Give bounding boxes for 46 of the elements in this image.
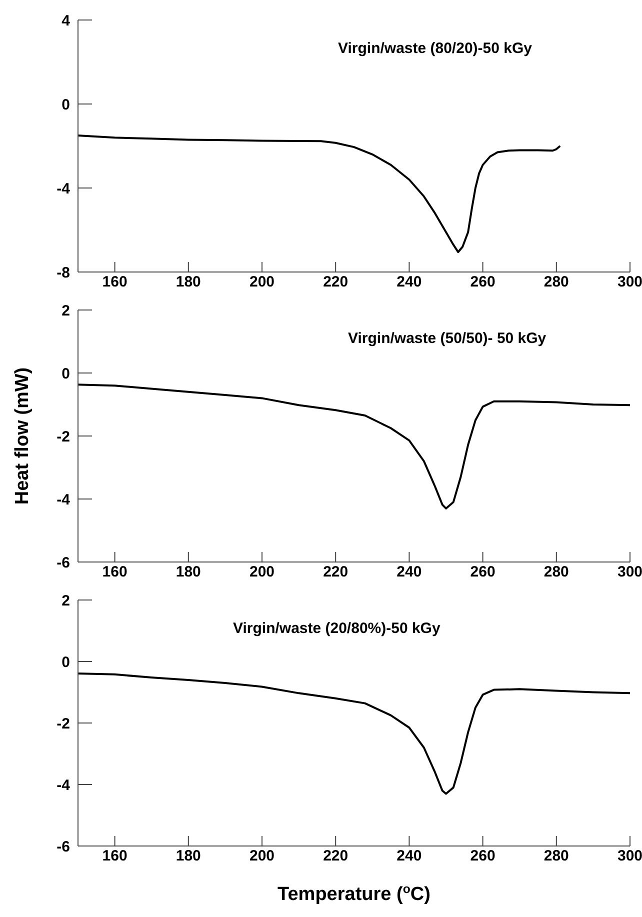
x-tick-label: 280	[544, 848, 569, 865]
y-tick-label: -6	[56, 554, 70, 572]
x-tick-label: 200	[249, 274, 275, 291]
y-tick-label: 4	[62, 12, 71, 30]
x-tick-label: 300	[617, 564, 642, 581]
x-tick-label: 240	[396, 274, 422, 291]
x-tick-label: 240	[396, 564, 422, 581]
x-tick-label: 160	[102, 564, 128, 581]
x-axis-title: Temperature ($^{o}$C)	[278, 882, 430, 905]
x-tick-label: 220	[323, 564, 348, 581]
text: Virgin/waste (50/50)- 50 kGy	[348, 330, 546, 347]
x-tick-label: 160	[102, 274, 128, 291]
x-tick-label: 260	[470, 848, 496, 865]
y-tick-label: -2	[56, 715, 70, 732]
line-series	[78, 134, 562, 254]
x-tick-label: 280	[544, 564, 569, 581]
line-series	[78, 384, 630, 510]
x-tick-label: 180	[176, 564, 201, 581]
line-series	[78, 672, 630, 795]
x-tick-label: 260	[470, 564, 496, 581]
y-tick-label: 0	[62, 654, 70, 671]
x-tick-label: 240	[396, 848, 422, 865]
x-tick-label: 260	[470, 274, 496, 291]
y-tick-label: 2	[62, 592, 70, 610]
y-tick-label: -6	[56, 838, 70, 856]
x-tick-label: 300	[617, 274, 642, 291]
x-tick-label: 220	[323, 274, 348, 291]
text: Virgin/waste (80/20)-50 kGy	[338, 40, 532, 57]
x-tick-label: 300	[617, 848, 642, 865]
y-tick-label: 0	[62, 365, 70, 382]
text: Virgin/waste (20/80%)-50 kGy	[233, 620, 440, 637]
y-tick-label: 2	[62, 302, 70, 320]
x-tick-label: 180	[176, 274, 201, 291]
y-axis-title: Heat flow (mW)	[12, 367, 33, 505]
y-tick-label: -4	[56, 776, 71, 794]
x-tick-label: 220	[323, 848, 348, 865]
x-tick-label: 200	[249, 564, 275, 581]
y-tick-label: -4	[56, 180, 71, 198]
x-tick-label: 200	[249, 848, 275, 865]
x-tick-label: 160	[102, 848, 128, 865]
y-tick-label: -8	[56, 264, 70, 282]
x-tick-label: 280	[544, 274, 569, 291]
y-tick-label: 0	[62, 96, 70, 114]
y-tick-label: -2	[56, 428, 70, 446]
x-tick-label: 180	[176, 848, 201, 865]
y-tick-label: -4	[56, 491, 71, 508]
